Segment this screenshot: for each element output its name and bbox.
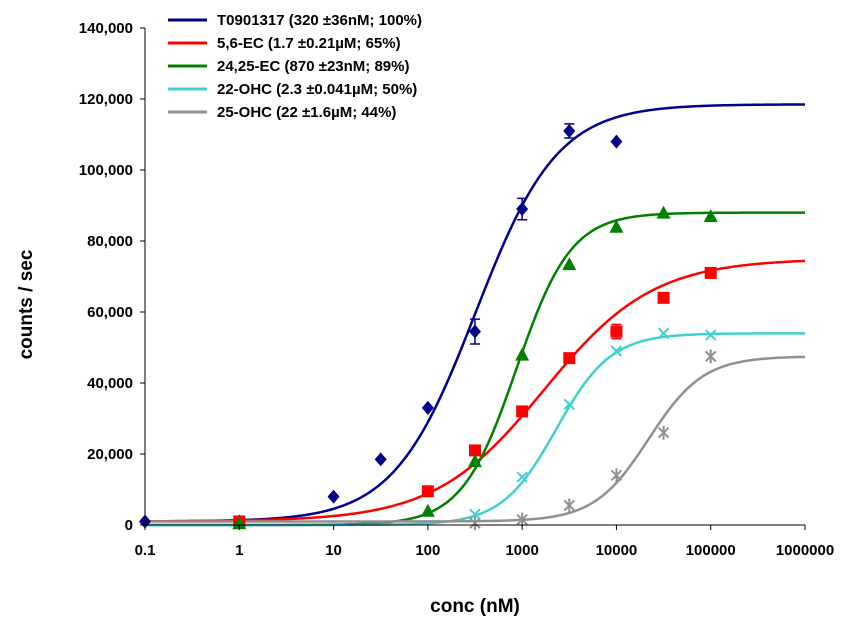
x-tick-label: 10000 [596,542,638,559]
y-tick-label: 0 [125,517,133,534]
data-point [515,347,530,361]
y-tick-label: 120,000 [79,91,133,108]
x-tick-label: 0.1 [135,542,156,559]
data-point [516,202,529,217]
legend-label: 5,6-EC (1.7 ±0.21µM; 65%) [217,35,401,52]
fit-curve [145,332,805,527]
data-point [609,219,624,233]
data-point [469,508,481,521]
legend: T0901317 (320 ±36nM; 100%) 5,6-EC (1.7 ±0… [168,12,422,121]
fit-curve [145,259,806,523]
fit-curve [145,355,806,523]
data-point [468,444,481,457]
data-point [705,329,717,341]
plot-area [139,103,806,531]
data-point [563,352,576,365]
y-tick-label: 20,000 [87,446,133,463]
legend-label: 24,25-EC (870 ±23nM; 89%) [217,58,409,75]
data-point [563,398,575,411]
data-point [657,425,670,440]
fit-curve [145,211,805,527]
legend-label: T0901317 (320 ±36nM; 100%) [217,12,422,29]
data-point [516,471,528,483]
data-point [610,345,623,357]
legend-label: 25-OHC (22 ±1.6µM; 44%) [217,104,396,121]
data-point [467,454,482,468]
data-point [421,400,434,415]
y-tick-label: 60,000 [87,304,133,321]
data-point [232,516,247,530]
y-tick-label: 80,000 [87,233,133,250]
x-tick-label: 100000 [686,542,736,559]
x-tick-label: 1 [235,542,243,559]
data-point [703,209,718,223]
data-point [421,485,434,498]
data-point [563,498,575,513]
y-tick-label: 140,000 [79,20,133,37]
data-point [563,123,576,138]
data-point [704,266,717,279]
data-point [610,325,623,338]
y-tick-label: 100,000 [79,162,133,179]
data-point [469,516,481,531]
legend-label: 22-OHC (2.3 ±0.041µM; 50%) [217,81,417,98]
x-tick-label: 100 [415,542,440,559]
axes: 0 20,000 40,000 60,000 80,000 100,000 120,000 1… [16,20,834,617]
y-axis-title: counts / sec [16,249,37,359]
data-point [610,134,623,149]
x-tick-label: 1000000 [776,542,834,559]
data-point [562,257,577,271]
data-point [705,349,717,364]
data-point [374,452,387,467]
data-point [420,503,435,517]
x-tick-label: 10 [325,542,342,559]
x-axis-title: conc (nM) [430,596,520,617]
x-tick-label: 1000 [505,542,538,559]
data-point [657,291,670,304]
data-point [468,324,481,339]
data-point [516,512,528,527]
data-point [610,468,623,483]
y-tick-label: 40,000 [87,375,133,392]
data-point [327,489,340,504]
data-point [657,327,670,340]
data-point [516,405,529,418]
data-point [656,205,671,219]
